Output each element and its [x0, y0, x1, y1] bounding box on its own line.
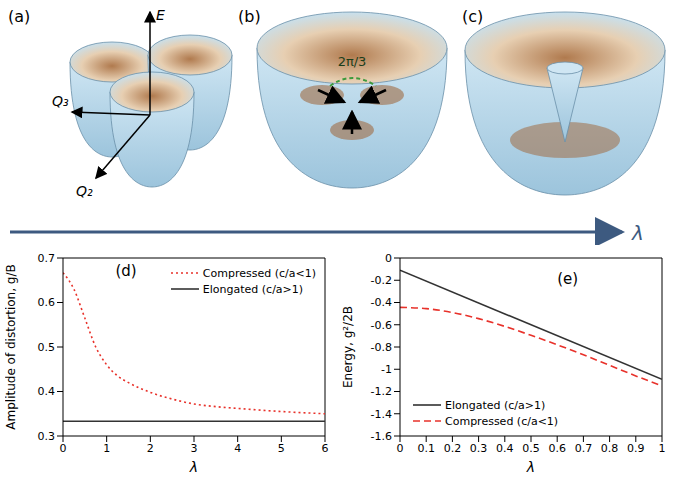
svg-text:-0.6: -0.6	[371, 319, 392, 332]
svg-text:5: 5	[278, 442, 285, 455]
svg-text:-0.4: -0.4	[371, 296, 392, 309]
svg-text:1: 1	[103, 442, 110, 455]
svg-text:Amplitude of distortion, g/B: Amplitude of distortion, g/B	[5, 264, 18, 429]
svg-text:-1.6: -1.6	[371, 430, 392, 443]
svg-text:0.4: 0.4	[496, 442, 514, 455]
svg-text:Q₂: Q₂	[76, 183, 93, 199]
svg-text:-1.2: -1.2	[371, 385, 392, 398]
svg-text:-0.2: -0.2	[371, 274, 392, 287]
html-text:(d): (d)	[115, 262, 137, 280]
svg-text:2: 2	[147, 442, 154, 455]
svg-text:0.5: 0.5	[38, 341, 56, 354]
svg-text:6: 6	[322, 442, 329, 455]
svg-text:0: 0	[385, 252, 392, 265]
html-text:(e): (e)	[557, 270, 579, 288]
svg-text:λ: λ	[631, 221, 644, 245]
svg-text:-1.4: -1.4	[371, 408, 392, 421]
svg-text:-0.8: -0.8	[371, 341, 392, 354]
html-text:Compressed (c/a<1): Compressed (c/a<1)	[445, 414, 559, 428]
svg-text:Q₃: Q₃	[52, 93, 69, 109]
svg-text:0.6: 0.6	[38, 296, 56, 309]
svg-text:0.6: 0.6	[548, 442, 566, 455]
svg-text:0.7: 0.7	[38, 252, 56, 265]
svg-text:0.9: 0.9	[627, 442, 645, 455]
svg-text:0.4: 0.4	[38, 385, 56, 398]
svg-text:Energy, g²/2B: Energy, g²/2B	[342, 306, 355, 388]
svg-text:0.7: 0.7	[575, 442, 593, 455]
svg-text:0.3: 0.3	[470, 442, 488, 455]
svg-text:0.2: 0.2	[444, 442, 462, 455]
svg-text:0.8: 0.8	[601, 442, 619, 455]
svg-text:1: 1	[659, 442, 666, 455]
svg-text:0.1: 0.1	[417, 442, 435, 455]
svg-text:λ: λ	[189, 459, 198, 474]
svg-text:E: E	[156, 7, 165, 23]
svg-text:λ: λ	[526, 459, 535, 474]
svg-text:0: 0	[60, 442, 67, 455]
svg-text:(b): (b)	[238, 7, 261, 26]
svg-text:(a): (a)	[8, 7, 30, 26]
svg-text:(c): (c)	[462, 7, 483, 26]
svg-text:0.3: 0.3	[38, 430, 56, 443]
svg-text:0: 0	[397, 442, 404, 455]
svg-text:3: 3	[191, 442, 198, 455]
svg-text:0.5: 0.5	[522, 442, 540, 455]
svg-text:2π/3: 2π/3	[338, 54, 367, 69]
html-text:Elongated (c/a>1): Elongated (c/a>1)	[202, 282, 304, 296]
html-text:Compressed (c/a<1): Compressed (c/a<1)	[202, 266, 316, 280]
svg-text:4: 4	[234, 442, 241, 455]
html-text:Elongated (c/a>1): Elongated (c/a>1)	[445, 398, 546, 412]
svg-text:-1: -1	[381, 363, 392, 376]
